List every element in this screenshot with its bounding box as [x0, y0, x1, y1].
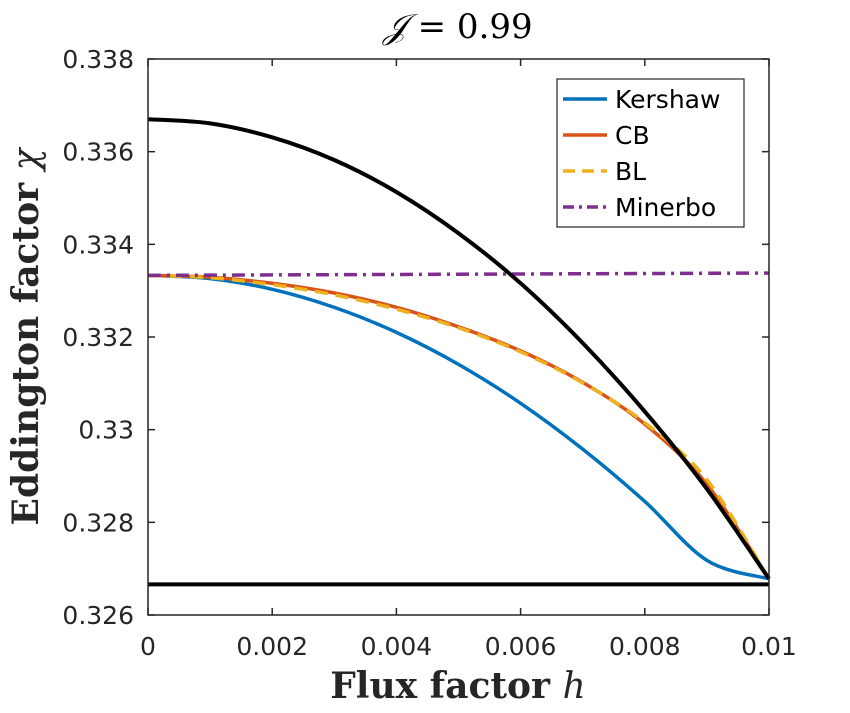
- x-tick-label: 0.008: [609, 632, 681, 661]
- series-line-bl: [147, 273, 771, 580]
- series-line-kershaw: [147, 273, 770, 581]
- series-line-upper-bound: [147, 117, 771, 580]
- legend-label-minerbo: Minerbo: [615, 193, 716, 222]
- series-line-minerbo: [147, 271, 770, 278]
- x-axis-title: Flux factor h: [330, 665, 585, 707]
- x-tick-label: 0.002: [236, 632, 308, 661]
- y-tick-label: 0.338: [62, 45, 134, 74]
- x-tick-label: 0.006: [485, 632, 557, 661]
- y-axis-title: Eddington factor χ: [5, 146, 47, 525]
- y-tick-label: 0.332: [62, 323, 134, 352]
- y-tick-label: 0.328: [62, 508, 134, 537]
- x-tick-label: 0.004: [361, 632, 433, 661]
- x-tick-label: 0: [140, 632, 156, 661]
- y-tick-label: 0.33: [78, 416, 134, 445]
- legend-box: [556, 78, 745, 228]
- legend-label-cb: CB: [615, 121, 650, 150]
- y-tick-label: 0.326: [62, 601, 134, 630]
- x-tick-label: 0.01: [741, 632, 797, 661]
- y-tick-label: 0.336: [62, 138, 134, 167]
- legend-label-bl: BL: [615, 157, 646, 186]
- y-tick-label: 0.334: [62, 230, 134, 259]
- chart-title: 𝒥 = 0.99: [381, 7, 532, 47]
- legend-label-kershaw: Kershaw: [615, 85, 720, 114]
